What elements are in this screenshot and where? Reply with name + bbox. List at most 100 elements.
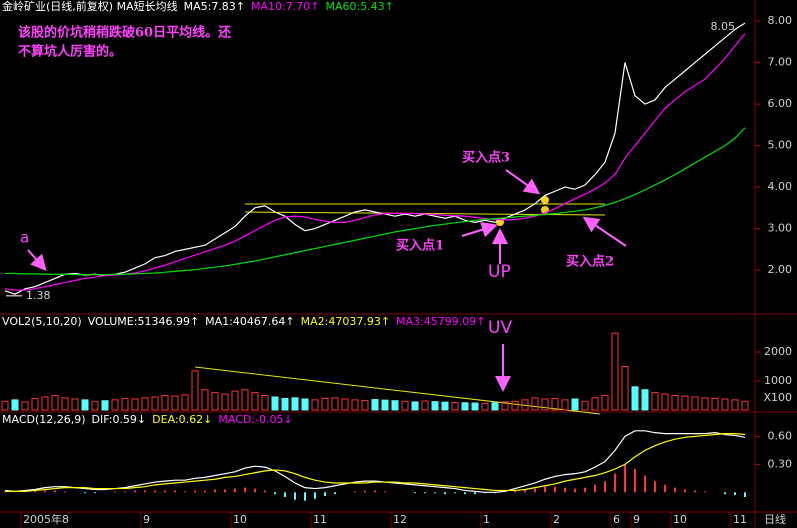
- volume-bar: [521, 399, 529, 411]
- volume-bar: [571, 398, 579, 411]
- volume-bar: [711, 397, 719, 411]
- volume-bar: [231, 390, 239, 411]
- volume-bar: [451, 401, 459, 411]
- indicator-label: MA3:45799.09↑: [396, 315, 485, 328]
- volume-bar: [701, 397, 709, 411]
- indicator-label: MA2:47037.93↑: [301, 315, 390, 328]
- series-line: [4, 22, 746, 295]
- volume-bar: [31, 397, 39, 411]
- legend-entry: MA5:7.83↑: [184, 0, 245, 13]
- arrows: [27, 169, 627, 392]
- legend-entry: MACD:-0.05↓: [218, 413, 292, 426]
- volume-bar: [441, 401, 449, 411]
- volume-bar: [491, 402, 499, 411]
- indicator-label: MA1:40467.64↑: [205, 315, 294, 328]
- x-tick-label: 2: [553, 513, 560, 526]
- x-tick-label: 12: [393, 513, 407, 526]
- volume-bar: [101, 400, 109, 411]
- legend-entry: DIF:0.59↓: [92, 413, 147, 426]
- volume-bar: [511, 400, 519, 411]
- volume-bar: [431, 401, 439, 411]
- volume-bar: [321, 397, 329, 411]
- x-tick-label: 11: [733, 513, 747, 526]
- panel-header: MACD(12,26,9) DIF:0.59↓ DEA:0.62↓ MACD:-0.0…: [2, 413, 293, 426]
- volume-bar: [601, 395, 609, 411]
- volume-bar: [241, 389, 249, 411]
- annotation: UV: [488, 318, 512, 338]
- volume-bar: [501, 401, 509, 411]
- volume-bar: [391, 400, 399, 411]
- volume-bar: [161, 395, 169, 411]
- volume-bar: [61, 397, 69, 411]
- volume-bar: [651, 392, 659, 411]
- volume-bar: [411, 401, 419, 411]
- volume-bar: [91, 400, 99, 411]
- annotation: 买入点3: [462, 150, 510, 166]
- volume-bar: [731, 399, 739, 411]
- volume-bar: [341, 398, 349, 411]
- panel-header: VOL2(5,10,20) VOLUME:51346.99↑ MA1:40467.6…: [2, 315, 485, 328]
- volume-bar: [561, 399, 569, 411]
- y-tick-label: 2000: [764, 345, 792, 358]
- x-tick-label: 11: [313, 513, 327, 526]
- volume-bar: [281, 397, 289, 411]
- annotation: 不算坑人厉害的。: [18, 44, 122, 60]
- volume-bar: [271, 396, 279, 411]
- volume-bar: [621, 366, 629, 411]
- y-tick-label: 4.00: [768, 180, 793, 193]
- x-tick-label: 2005年8: [23, 512, 69, 526]
- x-tick-label: 10: [233, 513, 247, 526]
- volume-bar: [261, 395, 269, 411]
- volume-bar: [361, 399, 369, 411]
- volume-bar: [331, 397, 339, 411]
- volume-bar: [11, 399, 19, 411]
- volume-bar: [81, 399, 89, 411]
- annotation: 买入点1: [396, 238, 444, 254]
- series-line: [5, 127, 746, 276]
- volume-bar: [311, 399, 319, 411]
- y-tick-label: 2.00: [768, 263, 793, 276]
- volume-bar: [191, 370, 199, 411]
- annotation: 买入点2: [566, 254, 614, 270]
- y-tick-label: 8.00: [768, 14, 793, 27]
- legend-entry: VOLUME:51346.99↑: [88, 315, 199, 328]
- y-tick-label: 0.60: [768, 429, 793, 442]
- annotation: a: [20, 229, 29, 247]
- y-tick-label: 0.30: [768, 457, 793, 470]
- y-tick-label: 6.00: [768, 97, 793, 110]
- volume-bar: [251, 392, 259, 411]
- x-tick-label: 6: [613, 513, 620, 526]
- volume-bar: [301, 398, 309, 411]
- volume-bar: [201, 389, 209, 411]
- y-tick-label: 3.00: [768, 222, 793, 235]
- volume-bar: [481, 402, 489, 411]
- volume-bar: [71, 398, 79, 411]
- volume-bar: [741, 400, 749, 411]
- volume-bar: [131, 398, 139, 411]
- annotation: UP: [488, 262, 511, 282]
- legend-entry: DEA:0.62↓: [152, 413, 212, 426]
- unit-label: X100: [763, 391, 792, 404]
- y-tick-label: 7.00: [768, 56, 793, 69]
- volume-bar: [641, 389, 649, 411]
- volume-bar: [471, 402, 479, 411]
- volume-bar: [151, 396, 159, 411]
- volume-bar: [401, 400, 409, 411]
- volume-bar: [611, 332, 619, 411]
- volume-bar: [51, 395, 59, 411]
- volume-bar: [181, 394, 189, 411]
- x-tick-label: 10: [673, 513, 687, 526]
- series-line: [4, 430, 746, 493]
- volume-bar: [41, 396, 49, 411]
- max-marker: 8.05: [711, 20, 736, 33]
- volume-bar: [551, 397, 559, 411]
- legend-entry: MA60:5.43↑: [325, 0, 393, 13]
- y-tick-label: 5.00: [768, 139, 793, 152]
- volume-bar: [581, 400, 589, 411]
- panel-title: VOL2(5,10,20): [2, 315, 82, 328]
- volume-bar: [661, 393, 669, 411]
- volume-bar: [1, 400, 9, 411]
- annotation: 该股的价坑稍稍跌破60日平均线。还: [18, 25, 232, 41]
- volume-bar: [631, 386, 639, 411]
